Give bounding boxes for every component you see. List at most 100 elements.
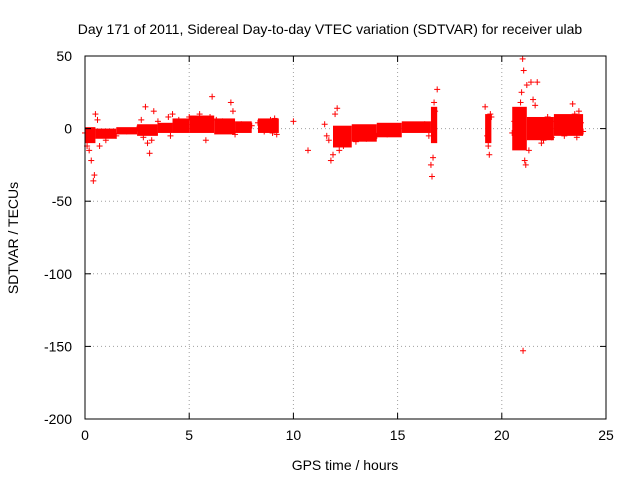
dense-data-band <box>172 118 190 133</box>
data-point <box>532 102 539 109</box>
data-point <box>363 135 370 142</box>
data-point <box>517 99 524 106</box>
x-tick-label: 10 <box>286 427 302 443</box>
data-point <box>207 113 214 120</box>
data-point <box>140 134 147 141</box>
data-point <box>487 111 494 118</box>
data-point <box>92 111 99 118</box>
grid-lines <box>85 56 606 419</box>
data-point <box>394 128 401 135</box>
data-point <box>485 143 492 150</box>
data-point <box>527 79 534 86</box>
data-point <box>565 119 572 126</box>
data-point <box>148 137 155 144</box>
data-point <box>267 116 274 123</box>
data-point <box>186 113 193 120</box>
data-point <box>227 99 234 106</box>
data-point <box>434 86 441 93</box>
y-tick-label: 0 <box>64 121 72 137</box>
data-point <box>154 118 161 125</box>
y-tick-label: -50 <box>52 193 72 209</box>
data-point <box>520 67 527 74</box>
x-tick-label: 20 <box>494 427 510 443</box>
y-axis-label: SDTVAR / TECUs <box>5 182 21 294</box>
data-point <box>384 131 391 138</box>
data-point <box>484 132 491 139</box>
data-point <box>90 177 97 184</box>
dense-data-band <box>95 128 117 139</box>
data-point <box>96 143 103 150</box>
data-point <box>540 137 547 144</box>
data-point <box>573 134 580 141</box>
data-point <box>102 137 109 144</box>
x-axis-label: GPS time / hours <box>292 457 399 473</box>
data-point <box>175 116 182 123</box>
data-point <box>213 116 220 123</box>
data-point <box>552 118 559 125</box>
data-point <box>557 116 564 123</box>
data-point <box>521 157 528 164</box>
plot-frame <box>84 55 607 420</box>
data-point <box>577 119 584 126</box>
data-point <box>94 116 101 123</box>
data-point <box>269 129 276 136</box>
data-point <box>323 132 330 139</box>
dense-data-bands <box>85 106 584 151</box>
data-point <box>520 347 527 354</box>
data-point <box>329 151 336 158</box>
data-point <box>169 111 176 118</box>
data-point <box>209 93 216 100</box>
data-point <box>238 121 245 128</box>
data-point <box>144 140 151 147</box>
dense-data-band <box>332 125 352 148</box>
data-point <box>519 55 526 62</box>
data-point <box>513 111 520 118</box>
data-point <box>571 111 578 118</box>
data-point <box>352 138 359 145</box>
axis-ticks: 0 5 10 15 20 25 -200 -150 -100 -50 0 50 <box>44 48 614 443</box>
data-point <box>544 113 551 120</box>
data-point <box>425 132 432 139</box>
dense-data-band <box>430 106 438 144</box>
data-point <box>415 122 422 129</box>
data-point <box>405 125 412 132</box>
data-point <box>575 108 582 115</box>
data-point <box>248 122 255 129</box>
dense-data-band <box>189 115 215 133</box>
dense-data-band <box>512 106 527 151</box>
x-tick-label: 25 <box>598 427 614 443</box>
data-point <box>569 100 576 107</box>
data-point <box>88 157 95 164</box>
data-point <box>254 119 261 126</box>
data-point <box>548 134 555 141</box>
data-point <box>327 157 334 164</box>
dense-data-band <box>526 116 554 141</box>
data-point <box>138 116 145 123</box>
data-point <box>290 118 297 125</box>
data-point <box>561 132 568 139</box>
data-point <box>431 99 438 106</box>
data-point <box>219 118 226 125</box>
data-points <box>82 55 587 354</box>
dense-data-band <box>485 114 492 144</box>
data-point <box>427 161 434 168</box>
data-point <box>523 82 530 89</box>
y-tick-label: -200 <box>44 411 72 427</box>
data-point <box>229 108 236 115</box>
data-point <box>432 108 439 115</box>
dense-data-band <box>157 122 173 133</box>
x-tick-label: 15 <box>390 427 406 443</box>
y-tick-label: -150 <box>44 338 72 354</box>
data-point <box>486 151 493 158</box>
dense-data-band <box>351 124 377 142</box>
data-point <box>509 129 516 136</box>
data-point <box>428 173 435 180</box>
data-point <box>304 147 311 154</box>
data-point <box>536 122 543 129</box>
data-point <box>150 108 157 115</box>
x-tick-label: 5 <box>185 427 193 443</box>
data-point <box>332 111 339 118</box>
data-point <box>271 115 278 122</box>
data-point <box>482 103 489 110</box>
